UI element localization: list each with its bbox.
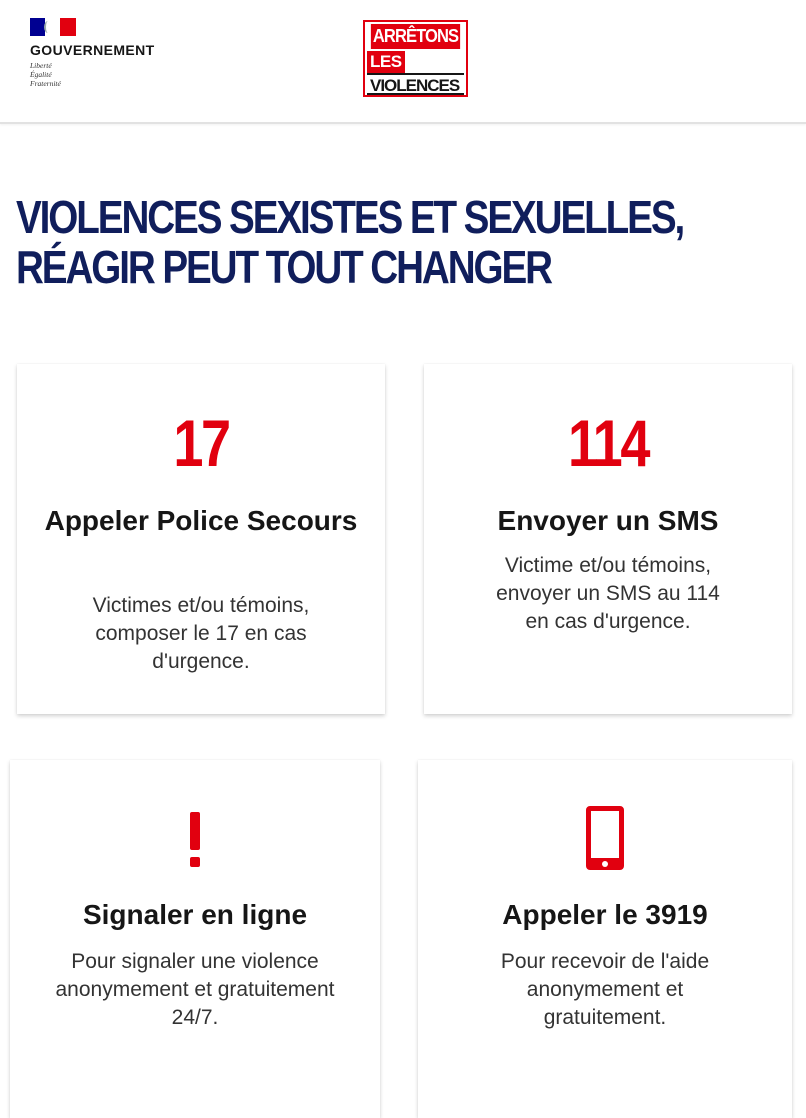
government-name: GOUVERNEMENT [30, 42, 155, 58]
campaign-logo-line-2: LES [367, 51, 405, 73]
card-description: Victime et/ou témoins, envoyer un SMS au… [496, 554, 720, 633]
marianne-flag-icon [30, 18, 76, 36]
card-appeler-3919[interactable]: Appeler le 3919 Pour recevoir de l'aide … [418, 760, 792, 1118]
site-header: GOUVERNEMENT Liberté Égalité Fraternité … [0, 0, 806, 124]
page-title-line-2: RÉAGIR PEUT TOUT CHANGER [16, 241, 553, 293]
card-description: Pour recevoir de l'aide anonymement et g… [500, 950, 710, 1029]
card-number: 114 [568, 406, 650, 480]
page-title: VIOLENCES SEXISTES ET SEXUELLES, RÉAGIR … [16, 191, 685, 293]
republic-motto: Liberté Égalité Fraternité [30, 61, 61, 88]
card-police-secours[interactable]: 17 Appeler Police Secours Victimes et/ou… [17, 364, 385, 714]
exclamation-icon [189, 812, 201, 870]
card-title: Appeler Police Secours [44, 505, 358, 536]
card-number: 17 [173, 406, 231, 480]
card-title: Appeler le 3919 [502, 899, 708, 930]
card-description: Victimes et/ou témoins, composer le 17 e… [92, 594, 310, 673]
campaign-logo-line-3: VIOLENCES [367, 73, 464, 95]
card-title: Signaler en ligne [82, 899, 308, 930]
page-title-line-1: VIOLENCES SEXISTES ET SEXUELLES, [16, 191, 685, 243]
card-title: Envoyer un SMS [497, 505, 719, 536]
campaign-logo[interactable]: ARRÊTONS LES VIOLENCES [363, 20, 468, 97]
card-sms[interactable]: 114 Envoyer un SMS Victime et/ou témoins… [424, 364, 792, 714]
campaign-logo-line-1: ARRÊTONS [370, 24, 461, 49]
card-description: Pour signaler une violence anonymement e… [55, 950, 335, 1029]
government-logo[interactable]: GOUVERNEMENT Liberté Égalité Fraternité [30, 18, 200, 88]
card-signaler-en-ligne[interactable]: Signaler en ligne Pour signaler une viol… [10, 760, 380, 1118]
mobile-phone-icon [586, 806, 624, 870]
